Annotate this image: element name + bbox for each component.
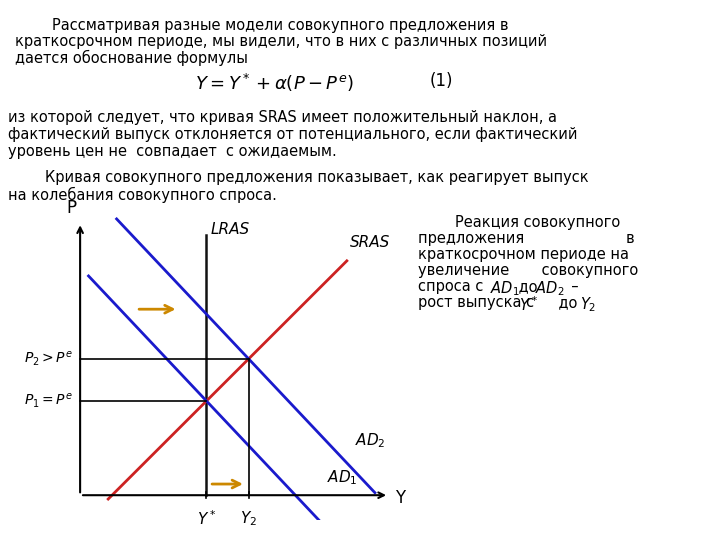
Text: $Y^*$: $Y^*$: [197, 509, 216, 528]
Text: $P_1=P^e$: $P_1=P^e$: [24, 392, 73, 410]
Text: Реакция совокупного: Реакция совокупного: [418, 215, 620, 230]
Text: спроса с: спроса с: [418, 279, 488, 294]
Text: $AD_2$: $AD_2$: [355, 431, 386, 450]
Text: –: –: [562, 279, 579, 294]
Text: дается обоснование формулы: дается обоснование формулы: [15, 50, 248, 66]
Text: $Y_2$: $Y_2$: [580, 295, 596, 314]
Text: $AD_1$: $AD_1$: [490, 279, 520, 298]
Text: P: P: [67, 199, 77, 218]
Text: фактический выпуск отклоняется от потенциального, если фактический: фактический выпуск отклоняется от потенц…: [8, 127, 577, 142]
Text: LRAS: LRAS: [211, 222, 250, 238]
Text: до: до: [540, 295, 582, 310]
Text: до: до: [514, 279, 542, 294]
Text: из которой следует, что кривая SRAS имеет положительный наклон, а: из которой следует, что кривая SRAS имее…: [8, 110, 557, 125]
Text: предложения                      в: предложения в: [418, 231, 634, 246]
Text: SRAS: SRAS: [350, 235, 390, 249]
Text: уровень цен не  совпадает  с ожидаемым.: уровень цен не совпадает с ожидаемым.: [8, 144, 337, 159]
Text: рост выпуска с: рост выпуска с: [418, 295, 544, 310]
Text: $AD_1$: $AD_1$: [327, 469, 358, 487]
Text: Кривая совокупного предложения показывает, как реагирует выпуск: Кривая совокупного предложения показывае…: [8, 170, 589, 185]
Text: краткосрочном периоде, мы видели, что в них с различных позиций: краткосрочном периоде, мы видели, что в …: [15, 34, 547, 49]
Text: увеличение       совокупного: увеличение совокупного: [418, 263, 638, 278]
Text: на колебания совокупного спроса.: на колебания совокупного спроса.: [8, 187, 277, 203]
Text: краткосрочном периоде на: краткосрочном периоде на: [418, 247, 629, 262]
Text: $P_2 >P^e$: $P_2 >P^e$: [24, 349, 73, 368]
Text: $Y = Y^* + \alpha \left(P - P^e\right)$: $Y = Y^* + \alpha \left(P - P^e\right)$: [195, 72, 354, 94]
Text: $Y^*$: $Y^*$: [519, 295, 538, 314]
Text: Рассматривая разные модели совокупного предложения в: Рассматривая разные модели совокупного п…: [15, 18, 508, 33]
Text: $AD_2$: $AD_2$: [535, 279, 564, 298]
Text: Y: Y: [395, 489, 405, 507]
Text: $Y_2$: $Y_2$: [240, 509, 257, 528]
Text: (1): (1): [430, 72, 454, 90]
